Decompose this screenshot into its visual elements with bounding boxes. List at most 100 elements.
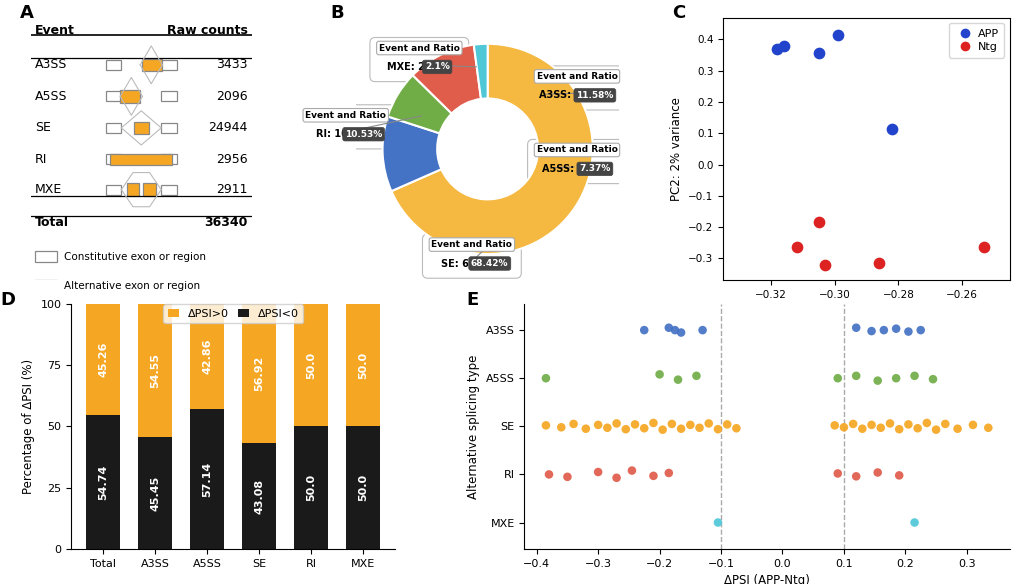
Text: B: B [329, 5, 343, 22]
Wedge shape [391, 44, 592, 254]
Text: 10.53%: 10.53% [344, 130, 382, 139]
Text: 3433: 3433 [216, 58, 248, 71]
Legend: ΔPSI>0, ΔPSI<0: ΔPSI>0, ΔPSI<0 [163, 304, 303, 324]
Point [847, 472, 863, 481]
Bar [161, 154, 176, 165]
X-axis label: PC1: 97% variance: PC1: 97% variance [810, 305, 921, 319]
Point [979, 423, 996, 432]
Point [891, 425, 907, 434]
Point [607, 419, 624, 428]
Text: Constitutive exon or region: Constitutive exon or region [64, 252, 206, 262]
Point [975, 243, 991, 252]
Text: A3SS: A3SS [35, 58, 67, 71]
Wedge shape [413, 45, 481, 113]
Point [909, 423, 925, 433]
Bar [86, 415, 120, 549]
Point [774, 41, 791, 50]
Text: 42.86: 42.86 [202, 339, 212, 374]
Text: 68.42%: 68.42% [471, 259, 508, 268]
Bar [138, 437, 172, 549]
Text: 45.26: 45.26 [98, 342, 108, 377]
Text: 2.1%: 2.1% [424, 62, 449, 71]
Point [964, 420, 980, 430]
Bar [294, 426, 328, 549]
Text: 2956: 2956 [216, 153, 248, 166]
Bar [106, 154, 121, 165]
Point [645, 471, 661, 481]
Point [589, 467, 605, 477]
Point [847, 371, 863, 381]
Text: 56.92: 56.92 [254, 356, 264, 391]
Point [636, 423, 652, 433]
Bar [161, 185, 176, 194]
Point [883, 124, 900, 133]
Point [912, 325, 928, 335]
Point [691, 423, 707, 432]
Text: A: A [19, 5, 34, 22]
Point [847, 323, 863, 332]
Point [540, 470, 556, 479]
Point [868, 468, 884, 477]
Bar [120, 90, 140, 103]
Text: Event: Event [35, 24, 74, 37]
Point [936, 419, 953, 429]
Point [768, 44, 785, 54]
Point [875, 325, 892, 335]
Point [853, 424, 869, 433]
Text: 54.74: 54.74 [98, 464, 108, 499]
Point [636, 325, 652, 335]
Point [624, 466, 640, 475]
Text: A5SS: A5SS [35, 90, 67, 103]
Bar [138, 304, 172, 437]
Point [645, 418, 661, 427]
Text: 50.0: 50.0 [306, 352, 316, 378]
Text: 2096: 2096 [216, 90, 248, 103]
Point [709, 425, 726, 434]
Text: 11.58%: 11.58% [576, 91, 613, 100]
Bar [243, 304, 276, 443]
Text: SE: 65: SE: 65 [440, 259, 475, 269]
Text: Total: Total [35, 216, 69, 229]
Bar [191, 409, 224, 549]
Bar [86, 304, 120, 415]
Point [718, 420, 735, 429]
Point [900, 420, 916, 429]
Point [537, 374, 553, 383]
Text: MXE: 2: MXE: 2 [386, 62, 424, 72]
Wedge shape [387, 75, 451, 133]
Point [891, 471, 907, 480]
Bar [346, 426, 380, 549]
Point [872, 423, 889, 432]
Point [868, 376, 884, 385]
Text: 43.08: 43.08 [254, 478, 264, 514]
Point [552, 423, 569, 432]
Point [673, 328, 689, 337]
Point [949, 424, 965, 433]
Point [816, 260, 833, 269]
Text: RI: 10: RI: 10 [316, 129, 347, 139]
Point [828, 469, 845, 478]
Text: Event and Ratio: Event and Ratio [305, 111, 386, 120]
Point [918, 418, 934, 427]
Point [709, 518, 726, 527]
Text: RI: RI [35, 153, 47, 166]
Point [577, 424, 593, 433]
Bar [143, 58, 162, 71]
Point [810, 49, 826, 58]
Point [660, 323, 677, 332]
Point [810, 218, 826, 227]
Point [927, 425, 944, 434]
Point [728, 423, 744, 433]
Point [862, 326, 878, 336]
Point [673, 424, 689, 433]
Point [669, 375, 686, 384]
Point [862, 420, 878, 430]
Text: E: E [466, 291, 478, 310]
Bar [35, 251, 57, 262]
Text: Raw counts: Raw counts [166, 24, 248, 37]
Point [682, 420, 698, 430]
Point [598, 423, 614, 432]
Y-axis label: Percentage of ΔPSI (%): Percentage of ΔPSI (%) [22, 359, 35, 494]
Point [906, 518, 922, 527]
Bar [161, 60, 176, 70]
